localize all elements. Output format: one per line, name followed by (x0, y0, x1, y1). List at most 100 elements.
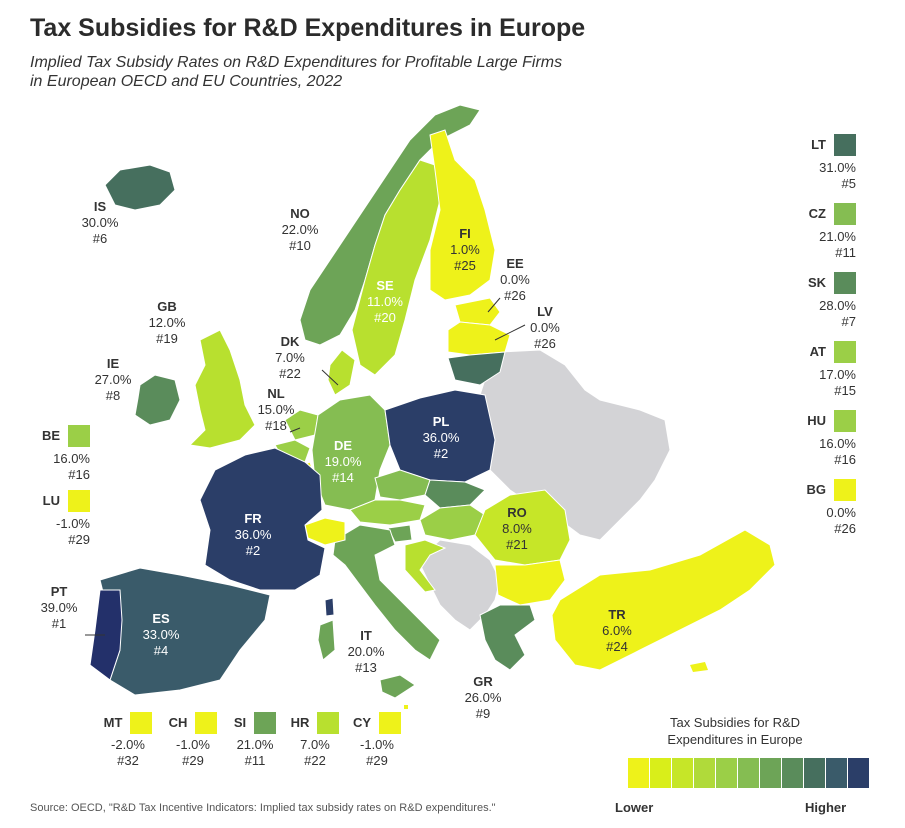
svg-text:6.0%: 6.0% (602, 623, 632, 638)
callout-rank: #11 (835, 245, 856, 260)
svg-text:#24: #24 (606, 639, 628, 654)
svg-text:NO: NO (290, 206, 310, 221)
legend-step-5 (716, 758, 738, 788)
country-cy (690, 662, 708, 672)
callout-code: HR (290, 715, 310, 730)
svg-text:36.0%: 36.0% (423, 430, 460, 445)
svg-text:#4: #4 (154, 643, 168, 658)
color-swatch (834, 272, 856, 294)
callout-rank: #29 (366, 753, 388, 768)
label-pl: PL 36.0% #2 (423, 414, 460, 461)
country-ee (454, 297, 501, 326)
svg-text:#2: #2 (246, 543, 260, 558)
callout-code: BG (806, 482, 827, 497)
svg-text:#26: #26 (534, 336, 556, 351)
callout-code: MT (103, 715, 123, 730)
legend-step-7 (760, 758, 782, 788)
color-swatch (834, 479, 856, 501)
leader-ee (487, 297, 501, 313)
label-lv: LV 0.0% #26 (530, 304, 560, 351)
svg-text:FR: FR (244, 511, 262, 526)
svg-text:#22: #22 (279, 366, 301, 381)
callout-rate: -1.0% (176, 737, 210, 752)
country-fr-corsica (324, 597, 335, 617)
legend-step-9 (804, 758, 826, 788)
callout-rate: 16.0% (53, 451, 90, 466)
country-lt (447, 351, 506, 386)
svg-text:12.0%: 12.0% (149, 315, 186, 330)
country-fi (429, 129, 496, 301)
svg-text:#1: #1 (52, 616, 66, 631)
legend-step-8 (782, 758, 804, 788)
legend-title-line-1: Tax Subsidies for R&D (669, 715, 801, 730)
label-es: ES 33.0% #4 (143, 611, 180, 658)
leader-lv (494, 324, 526, 341)
svg-text:#2: #2 (434, 446, 448, 461)
svg-text:8.0%: 8.0% (502, 521, 532, 536)
country-gr (479, 604, 536, 671)
label-is: IS 30.0% #6 (82, 199, 119, 246)
svg-text:#13: #13 (355, 660, 377, 675)
callout-rank: #29 (68, 532, 90, 547)
legend-color-scale (628, 758, 870, 788)
svg-text:#8: #8 (106, 388, 120, 403)
country-pt (89, 589, 123, 681)
callout-rate: -1.0% (56, 516, 90, 531)
country-is (104, 164, 176, 211)
svg-text:DK: DK (281, 334, 300, 349)
callout-code: HU (807, 413, 826, 428)
color-swatch (834, 410, 856, 432)
callout-at: AT 17.0% #15 (766, 341, 856, 399)
callout-code: CY (352, 715, 372, 730)
callout-rank: #16 (68, 467, 90, 482)
callout-bg: BG 0.0% #26 (766, 479, 856, 537)
callout-code: CZ (808, 206, 826, 221)
callout-rate: -2.0% (111, 737, 145, 752)
svg-text:IT: IT (360, 628, 372, 643)
color-swatch (130, 712, 153, 734)
subtitle-line-2: in European OECD and EU Countries, 2022 (30, 73, 343, 90)
svg-text:PT: PT (51, 584, 68, 599)
svg-text:GB: GB (157, 299, 177, 314)
callout-rate: -1.0% (360, 737, 394, 752)
svg-text:26.0%: 26.0% (465, 690, 502, 705)
callout-rank: #7 (841, 314, 856, 329)
label-it: IT 20.0% #13 (348, 628, 385, 675)
callout-hr: HR 7.0% #22 (285, 712, 345, 769)
callout-rate: 17.0% (819, 367, 856, 382)
label-ro: RO 8.0% #21 (502, 505, 532, 552)
label-fr: FR 36.0% #2 (235, 511, 272, 558)
country-lv (447, 321, 511, 356)
label-de: DE 19.0% #14 (325, 438, 362, 485)
callout-cz: CZ 21.0% #11 (766, 203, 856, 261)
color-swatch (379, 712, 402, 734)
label-fi: FI 1.0% #25 (450, 226, 480, 273)
country-bg (494, 559, 566, 606)
label-nl: NL 15.0% #18 (258, 386, 295, 433)
label-no: NO 22.0% #10 (282, 206, 319, 253)
color-swatch (68, 425, 90, 447)
color-swatch (834, 341, 856, 363)
legend-step-10 (826, 758, 848, 788)
svg-text:#20: #20 (374, 310, 396, 325)
svg-text:TR: TR (608, 607, 626, 622)
callout-rank: #5 (841, 176, 856, 191)
callout-lu: LU -1.0% #29 (0, 490, 90, 548)
callout-mt: MT -2.0% #32 (98, 712, 158, 769)
callout-code: BE (41, 428, 60, 443)
label-tr: TR 6.0% #24 (602, 607, 632, 654)
svg-text:#14: #14 (332, 470, 354, 485)
label-ee: EE 0.0% #26 (500, 256, 530, 303)
legend-step-3 (672, 758, 694, 788)
callout-code: LT (811, 137, 826, 152)
svg-text:#10: #10 (289, 238, 311, 253)
svg-text:39.0%: 39.0% (41, 600, 78, 615)
svg-text:ES: ES (152, 611, 170, 626)
color-swatch (195, 712, 218, 734)
callout-sk: SK 28.0% #7 (766, 272, 856, 330)
country-dk (327, 349, 356, 396)
legend-step-6 (738, 758, 760, 788)
label-dk: DK 7.0% #22 (275, 334, 305, 381)
svg-text:0.0%: 0.0% (500, 272, 530, 287)
